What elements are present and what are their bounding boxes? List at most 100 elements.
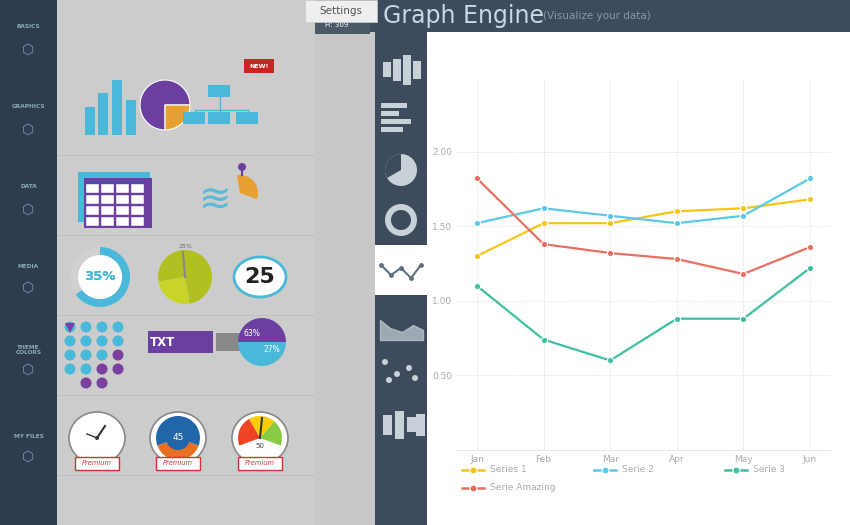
Text: TXT: TXT xyxy=(150,335,176,349)
FancyBboxPatch shape xyxy=(86,217,99,226)
Text: MEDIA: MEDIA xyxy=(18,265,39,269)
FancyBboxPatch shape xyxy=(375,245,427,295)
Text: 27%: 27% xyxy=(264,345,280,354)
FancyBboxPatch shape xyxy=(98,93,108,135)
Circle shape xyxy=(97,321,107,332)
Text: 35%: 35% xyxy=(84,270,116,284)
Wedge shape xyxy=(238,419,260,446)
Text: Premium: Premium xyxy=(82,460,112,466)
Text: BASICS: BASICS xyxy=(17,25,40,29)
FancyBboxPatch shape xyxy=(101,217,114,226)
Circle shape xyxy=(97,335,107,347)
FancyBboxPatch shape xyxy=(78,172,150,222)
FancyBboxPatch shape xyxy=(0,0,57,525)
Circle shape xyxy=(78,255,122,299)
Text: GRAPHICS: GRAPHICS xyxy=(12,104,45,110)
Text: Premium: Premium xyxy=(163,460,193,466)
Circle shape xyxy=(166,426,190,450)
FancyBboxPatch shape xyxy=(86,206,99,215)
FancyBboxPatch shape xyxy=(84,178,152,228)
Circle shape xyxy=(412,375,418,381)
Circle shape xyxy=(81,321,92,332)
Text: THEME
COLORS: THEME COLORS xyxy=(15,344,42,355)
Circle shape xyxy=(97,350,107,361)
Wedge shape xyxy=(385,154,401,178)
Text: 50: 50 xyxy=(256,443,264,449)
Text: Serie Amazing: Serie Amazing xyxy=(490,484,556,492)
Text: Premium: Premium xyxy=(245,460,275,466)
FancyBboxPatch shape xyxy=(126,100,136,135)
FancyBboxPatch shape xyxy=(131,206,144,215)
Wedge shape xyxy=(157,438,199,460)
FancyBboxPatch shape xyxy=(395,411,404,439)
FancyBboxPatch shape xyxy=(403,55,411,85)
FancyBboxPatch shape xyxy=(407,417,416,432)
Wedge shape xyxy=(158,250,212,303)
Circle shape xyxy=(65,363,76,374)
FancyBboxPatch shape xyxy=(112,80,122,135)
FancyBboxPatch shape xyxy=(101,195,114,204)
Circle shape xyxy=(112,363,123,374)
FancyBboxPatch shape xyxy=(381,127,403,132)
Wedge shape xyxy=(237,175,258,199)
Circle shape xyxy=(65,321,76,332)
FancyBboxPatch shape xyxy=(148,331,213,353)
FancyBboxPatch shape xyxy=(86,195,99,204)
FancyBboxPatch shape xyxy=(416,414,425,436)
Circle shape xyxy=(406,365,412,371)
Text: 25: 25 xyxy=(245,267,275,287)
Text: ≋: ≋ xyxy=(199,180,231,218)
Circle shape xyxy=(81,335,92,347)
Text: Graph Engine: Graph Engine xyxy=(383,4,544,28)
FancyBboxPatch shape xyxy=(238,457,282,470)
FancyBboxPatch shape xyxy=(383,415,392,435)
Circle shape xyxy=(112,350,123,361)
FancyBboxPatch shape xyxy=(208,112,230,124)
Text: MY FILES: MY FILES xyxy=(14,435,43,439)
Circle shape xyxy=(238,163,246,171)
Circle shape xyxy=(95,436,99,440)
Circle shape xyxy=(112,335,123,347)
FancyBboxPatch shape xyxy=(305,0,377,22)
FancyBboxPatch shape xyxy=(381,103,407,108)
Wedge shape xyxy=(385,204,417,236)
FancyBboxPatch shape xyxy=(101,206,114,215)
FancyBboxPatch shape xyxy=(131,184,144,193)
Circle shape xyxy=(386,377,392,383)
FancyBboxPatch shape xyxy=(116,206,129,215)
FancyBboxPatch shape xyxy=(75,457,119,470)
Ellipse shape xyxy=(234,257,286,297)
FancyBboxPatch shape xyxy=(57,0,315,525)
Text: NEW!: NEW! xyxy=(249,64,269,68)
Circle shape xyxy=(385,154,417,186)
Text: 25%: 25% xyxy=(178,244,192,248)
Wedge shape xyxy=(165,105,190,130)
FancyBboxPatch shape xyxy=(216,333,241,351)
Circle shape xyxy=(81,377,92,388)
FancyBboxPatch shape xyxy=(131,195,144,204)
Wedge shape xyxy=(76,247,130,307)
Text: Series 1: Series 1 xyxy=(490,466,527,475)
FancyBboxPatch shape xyxy=(208,85,230,97)
Ellipse shape xyxy=(69,412,125,464)
Circle shape xyxy=(97,377,107,388)
FancyBboxPatch shape xyxy=(156,457,200,470)
Text: W: 6:3: W: 6:3 xyxy=(325,11,348,17)
Wedge shape xyxy=(158,277,190,304)
Wedge shape xyxy=(140,80,190,130)
FancyBboxPatch shape xyxy=(101,184,114,193)
Wedge shape xyxy=(260,421,282,446)
FancyBboxPatch shape xyxy=(244,59,274,73)
FancyBboxPatch shape xyxy=(383,62,391,77)
FancyBboxPatch shape xyxy=(116,217,129,226)
Text: ⬡: ⬡ xyxy=(22,123,35,137)
Circle shape xyxy=(81,363,92,374)
Text: 35%: 35% xyxy=(84,270,116,284)
FancyBboxPatch shape xyxy=(116,184,129,193)
Text: Serie 2: Serie 2 xyxy=(621,466,654,475)
Text: (Visualize your data): (Visualize your data) xyxy=(543,11,651,21)
Text: H: 309: H: 309 xyxy=(325,22,348,28)
Wedge shape xyxy=(156,416,200,446)
FancyBboxPatch shape xyxy=(86,184,99,193)
Ellipse shape xyxy=(232,412,288,464)
